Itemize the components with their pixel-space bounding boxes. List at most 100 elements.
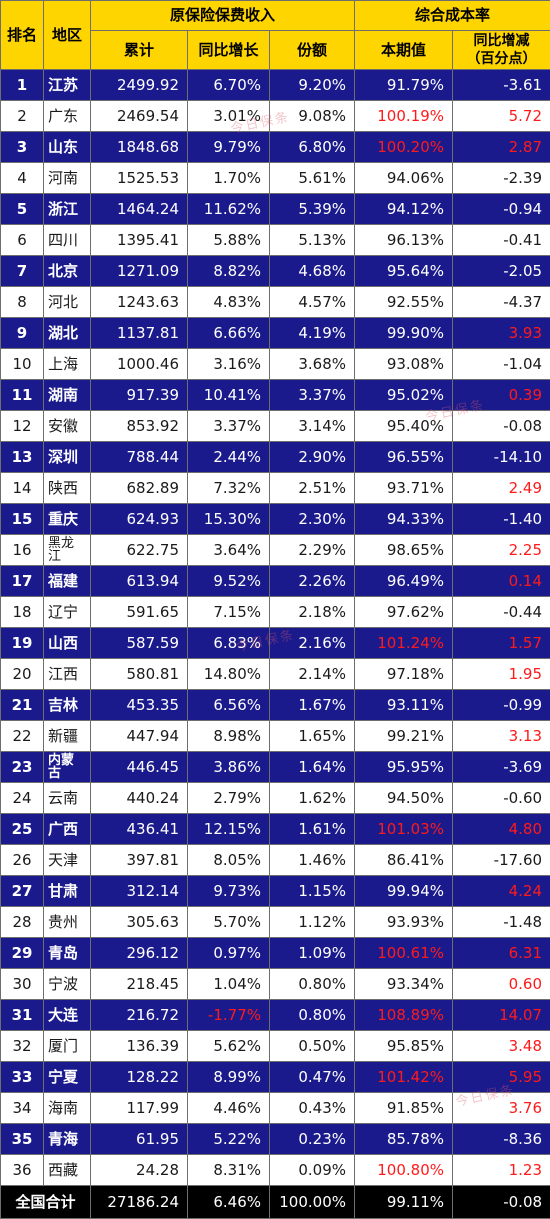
region-cell: 青海 <box>44 1124 91 1155</box>
region-cell: 新疆 <box>44 721 91 752</box>
header-yoy-growth: 同比增长 <box>188 31 270 70</box>
cost-cell: 93.11% <box>355 690 453 721</box>
region-cell: 大连 <box>44 1000 91 1031</box>
growth-cell: 14.80% <box>188 659 270 690</box>
premium-cell: 1243.63 <box>91 287 188 318</box>
change-cell: -0.60 <box>453 783 550 814</box>
share-cell: 1.15% <box>270 876 355 907</box>
share-cell: 3.14% <box>270 411 355 442</box>
change-cell: 3.13 <box>453 721 550 752</box>
cost-cell: 98.65% <box>355 535 453 566</box>
share-cell: 1.61% <box>270 814 355 845</box>
rank-cell: 18 <box>1 597 44 628</box>
growth-cell: 15.30% <box>188 504 270 535</box>
total-share: 100.00% <box>270 1186 355 1219</box>
rank-cell: 32 <box>1 1031 44 1062</box>
growth-cell: 5.62% <box>188 1031 270 1062</box>
region-cell: 上海 <box>44 349 91 380</box>
growth-cell: 4.83% <box>188 287 270 318</box>
cost-cell: 95.95% <box>355 752 453 783</box>
premium-cell: 2469.54 <box>91 101 188 132</box>
growth-cell: 6.83% <box>188 628 270 659</box>
change-cell: 3.48 <box>453 1031 550 1062</box>
share-cell: 0.80% <box>270 1000 355 1031</box>
share-cell: 2.51% <box>270 473 355 504</box>
premium-cell: 1464.24 <box>91 194 188 225</box>
change-cell: -8.36 <box>453 1124 550 1155</box>
change-cell: -0.41 <box>453 225 550 256</box>
change-cell: 1.57 <box>453 628 550 659</box>
cost-cell: 100.80% <box>355 1155 453 1186</box>
premium-cell: 2499.92 <box>91 70 188 101</box>
growth-cell: 6.56% <box>188 690 270 721</box>
region-cell: 深圳 <box>44 442 91 473</box>
growth-cell: 2.44% <box>188 442 270 473</box>
rank-cell: 19 <box>1 628 44 659</box>
share-cell: 4.57% <box>270 287 355 318</box>
premium-cell: 1000.46 <box>91 349 188 380</box>
rank-cell: 4 <box>1 163 44 194</box>
region-cell: 河南 <box>44 163 91 194</box>
header-yoy-change: 同比增减 （百分点） <box>453 31 550 70</box>
share-cell: 2.90% <box>270 442 355 473</box>
premium-cell: 788.44 <box>91 442 188 473</box>
cost-cell: 95.85% <box>355 1031 453 1062</box>
cost-cell: 99.90% <box>355 318 453 349</box>
growth-cell: 12.15% <box>188 814 270 845</box>
cost-cell: 95.02% <box>355 380 453 411</box>
premium-cell: 917.39 <box>91 380 188 411</box>
cost-cell: 92.55% <box>355 287 453 318</box>
region-cell: 宁夏 <box>44 1062 91 1093</box>
rank-cell: 6 <box>1 225 44 256</box>
rank-cell: 31 <box>1 1000 44 1031</box>
change-cell: 6.31 <box>453 938 550 969</box>
premium-cell: 613.94 <box>91 566 188 597</box>
cost-cell: 100.19% <box>355 101 453 132</box>
cost-cell: 93.34% <box>355 969 453 1000</box>
share-cell: 1.62% <box>270 783 355 814</box>
premium-cell: 447.94 <box>91 721 188 752</box>
share-cell: 2.18% <box>270 597 355 628</box>
share-cell: 9.08% <box>270 101 355 132</box>
change-cell: 0.39 <box>453 380 550 411</box>
cost-cell: 96.49% <box>355 566 453 597</box>
total-row: 全国合计 27186.24 6.46% 100.00% 99.11% -0.08 <box>1 1186 550 1219</box>
share-cell: 0.50% <box>270 1031 355 1062</box>
rank-cell: 23 <box>1 752 44 783</box>
cost-cell: 99.94% <box>355 876 453 907</box>
header-cumulative: 累计 <box>91 31 188 70</box>
rank-cell: 14 <box>1 473 44 504</box>
premium-cell: 440.24 <box>91 783 188 814</box>
region-cell: 江西 <box>44 659 91 690</box>
total-growth: 6.46% <box>188 1186 270 1219</box>
region-cell: 江苏 <box>44 70 91 101</box>
header-cost-group: 综合成本率 <box>355 1 550 31</box>
premium-cell: 1137.81 <box>91 318 188 349</box>
rank-cell: 27 <box>1 876 44 907</box>
growth-cell: 8.99% <box>188 1062 270 1093</box>
region-cell: 四川 <box>44 225 91 256</box>
premium-cell: 128.22 <box>91 1062 188 1093</box>
region-cell: 青岛 <box>44 938 91 969</box>
premium-cell: 580.81 <box>91 659 188 690</box>
cost-cell: 108.89% <box>355 1000 453 1031</box>
rank-cell: 21 <box>1 690 44 721</box>
cost-cell: 94.50% <box>355 783 453 814</box>
change-cell: -14.10 <box>453 442 550 473</box>
growth-cell: 6.70% <box>188 70 270 101</box>
region-cell: 安徽 <box>44 411 91 442</box>
change-cell: 5.72 <box>453 101 550 132</box>
share-cell: 0.09% <box>270 1155 355 1186</box>
